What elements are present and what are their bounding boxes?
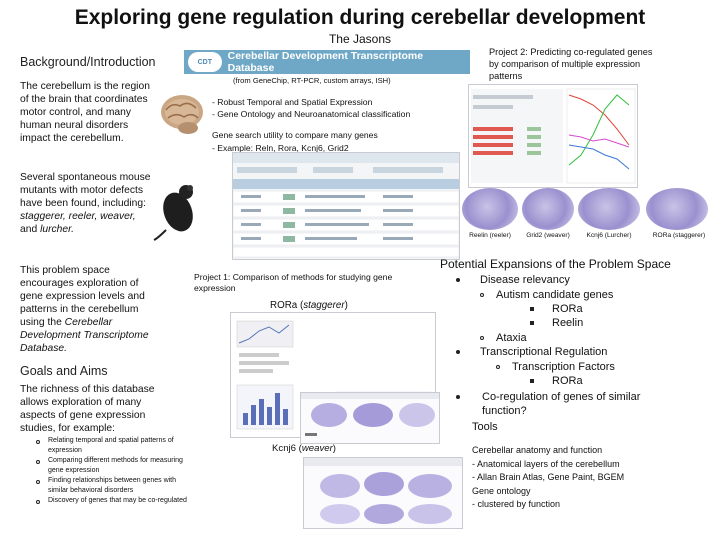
background-para3: This problem space encourages exploratio… — [20, 264, 155, 355]
poster-title: Exploring gene regulation during cerebel… — [74, 6, 646, 29]
bullet-icon — [456, 395, 460, 399]
kcnj6-c: ) — [332, 443, 336, 454]
expansion-ataxia: Ataxia — [480, 332, 527, 344]
ish-slice-rora — [646, 188, 708, 230]
bullet-icon — [530, 307, 534, 311]
expansion-text: Autism candidate genes — [496, 289, 614, 301]
project1-rora-label: RORa (staggerer) — [270, 300, 348, 311]
bullet-icon — [456, 350, 460, 354]
goals-item: Relating temporal and spatial patterns o… — [36, 436, 188, 455]
kcnj6-image — [303, 457, 463, 529]
bullet-icon — [530, 321, 534, 325]
project2-text: Project 2: Predicting co-regulated genes… — [489, 47, 653, 81]
brain-icon — [158, 90, 206, 138]
expansion-text: Transcriptional Regulation — [480, 346, 608, 358]
bullet-icon — [456, 278, 460, 282]
expansion-text: Ataxia — [496, 332, 527, 344]
ish-slice-grid2 — [522, 188, 574, 230]
anatomy-heading: Cerebellar anatomy and function — [472, 445, 603, 455]
slice-label-rora: RORa (staggerer) — [652, 232, 706, 239]
background-heading: Background/Introduction — [20, 55, 156, 69]
expansion-reelin: Reelin — [530, 317, 583, 329]
project1-rora-b: staggerer — [303, 300, 345, 311]
anatomy-line: Gene ontology — [472, 485, 531, 496]
database-features: - Robust Temporal and Spatial Expression… — [212, 96, 410, 120]
background-para2-b: staggerer, reeler, weaver, — [20, 211, 136, 222]
goals-item-text: Finding relationships between genes with… — [48, 477, 177, 494]
goals-list: Relating temporal and spatial patterns o… — [36, 436, 188, 506]
project2-chart-image — [468, 84, 638, 188]
expansion-text: RORa — [552, 375, 583, 387]
anatomy-line: - clustered by function — [472, 499, 561, 509]
bullet-icon — [36, 440, 40, 444]
expansion-text: Transcription Factors — [512, 361, 615, 373]
slice-label-kcnj6: Kcnj6 (Lurcher) — [586, 232, 632, 239]
expansion-text: Disease relevancy — [480, 274, 570, 286]
database-methods: (from GeneChip, RT-PCR, custom arrays, I… — [233, 76, 391, 85]
expansion-rora2: RORa — [530, 375, 583, 387]
expansion-text: RORa — [552, 303, 583, 315]
expansion-autism: Autism candidate genes — [480, 289, 613, 301]
kcnj6-b: weaver — [301, 443, 333, 454]
expansion-coreg: Co-regulation of genes of similar functi… — [456, 390, 696, 418]
goals-item: Comparing different methods for measurin… — [36, 456, 188, 475]
anatomy-line: - Anatomical layers of the cerebellum — [472, 458, 620, 469]
expansion-rora: RORa — [530, 303, 583, 315]
background-para2-d: lurcher. — [40, 224, 75, 235]
goals-item-text: Relating temporal and spatial patterns o… — [48, 437, 174, 454]
bullet-icon — [480, 336, 484, 340]
background-para3-a: This problem space encourages exploratio… — [20, 265, 145, 328]
expansion-tools: Tools — [472, 421, 498, 433]
goals-item-text: Comparing different methods for measurin… — [48, 457, 183, 474]
expansion-text: Reelin — [552, 317, 584, 329]
database-search: Gene search utility to compare many gene… — [212, 129, 378, 155]
ish-viewer-top — [300, 392, 440, 444]
background-para2-a: Several spontaneous mouse mutants with m… — [20, 172, 151, 209]
goals-item: Discovery of genes that may be co-regula… — [36, 496, 188, 506]
slice-label-grid2: Grid2 (weaver) — [526, 232, 570, 239]
database-feature: - Robust Temporal and Spatial Expression — [212, 97, 373, 107]
expansion-factors: Transcription Factors — [496, 361, 615, 373]
mouse-icon — [150, 182, 206, 242]
kcnj6-a: Kcnj6 ( — [272, 443, 302, 454]
expansion-transcriptional: Transcriptional Regulation — [456, 346, 607, 358]
background-para1: The cerebellum is the region of the brai… — [20, 81, 150, 144]
background-para2-c: and — [20, 224, 38, 235]
project1-rora-c: ) — [344, 300, 348, 311]
goals-intro: The richness of this database allows exp… — [20, 384, 155, 434]
expansion-disease: Disease relevancy — [456, 274, 570, 286]
search-screenshot — [232, 152, 460, 260]
bullet-icon — [36, 460, 40, 464]
cdt-logo: CDT — [188, 52, 222, 72]
database-search-line2: - Example: Reln, Rora, Kcnj6, Grid2 — [212, 143, 349, 153]
poster-authors: The Jasons — [328, 32, 392, 46]
goals-item: Finding relationships between genes with… — [36, 476, 188, 495]
project1-kcnj6-label: Kcnj6 (weaver) — [272, 443, 336, 454]
expansion-text: Co-regulation of genes of similar functi… — [482, 391, 641, 417]
bullet-icon — [530, 379, 534, 383]
project1-text: Project 1: Comparison of methods for stu… — [194, 272, 393, 293]
bullet-icon — [36, 480, 40, 484]
goals-heading: Goals and Aims — [20, 364, 108, 378]
project1-rora-a: RORa ( — [270, 300, 304, 311]
anatomy-block: Cerebellar anatomy and function - Anatom… — [472, 444, 682, 512]
anatomy-line: - Allan Brain Atlas, Gene Paint, BGEM — [472, 472, 625, 482]
bullet-icon — [36, 500, 40, 504]
goals-item-text: Discovery of genes that may be co-regula… — [48, 497, 187, 504]
expansions-heading: Potential Expansions of the Problem Spac… — [440, 257, 671, 271]
ish-slice-kcnj6 — [578, 188, 640, 230]
database-search-line1: Gene search utility to compare many gene… — [212, 130, 378, 140]
slice-label-reelin: Reelin (reeler) — [469, 232, 511, 239]
database-banner: CDT Cerebellar Development Transcriptome… — [184, 50, 470, 74]
bullet-icon — [480, 293, 484, 297]
ish-slice-reelin — [462, 188, 518, 230]
background-para2: Several spontaneous mouse mutants with m… — [20, 171, 155, 236]
database-banner-title: Cerebellar Development Transcriptome Dat… — [227, 50, 424, 74]
background-para3-b: Cerebellar Development Transcriptome Dat… — [20, 317, 149, 354]
database-feature: - Gene Ontology and Neuroanatomical clas… — [212, 109, 411, 119]
bullet-icon — [496, 365, 500, 369]
